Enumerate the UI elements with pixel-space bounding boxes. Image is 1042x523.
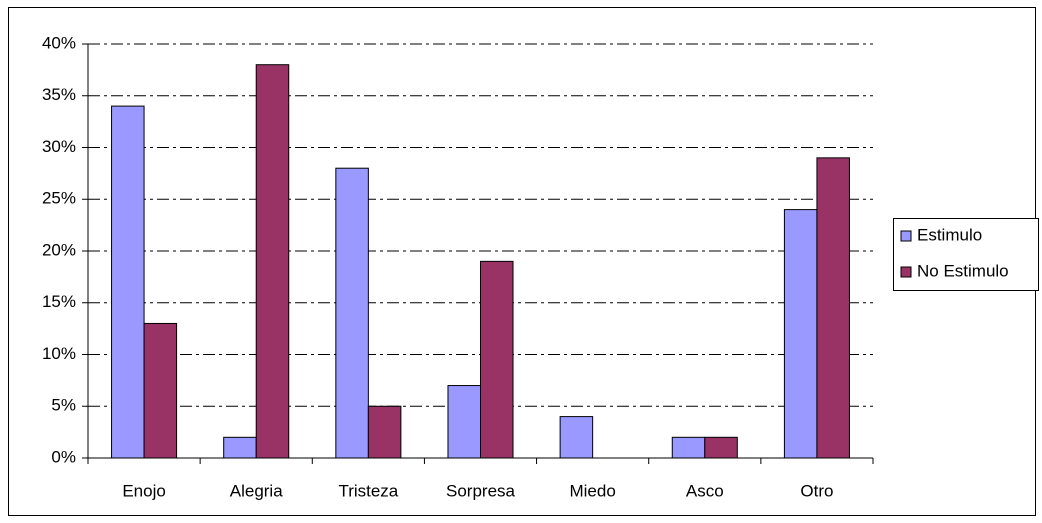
bar [367, 405, 402, 459]
y-tick-label: 5% [51, 396, 76, 415]
bar [143, 322, 178, 459]
bar [480, 260, 514, 459]
x-tick-label: Enojo [122, 481, 165, 500]
bar [704, 436, 738, 459]
x-tick-label: Sorpresa [446, 481, 516, 500]
y-tick-label: 10% [42, 344, 76, 363]
x-tick-label: Asco [686, 481, 724, 500]
y-tick-label: 15% [42, 292, 76, 311]
bar [335, 167, 369, 459]
bar [671, 436, 706, 459]
bar [816, 157, 850, 459]
y-tick-label: 35% [42, 85, 76, 104]
y-tick-label: 0% [51, 447, 76, 466]
y-tick-label: 20% [42, 240, 76, 259]
x-tick-label: Otro [800, 481, 833, 500]
legend-label: No Estimulo [917, 261, 1009, 280]
y-tick-label: 25% [42, 189, 76, 208]
legend-swatch [900, 266, 912, 278]
legend-swatch [900, 230, 912, 242]
bar [255, 64, 290, 459]
legend-box [893, 218, 1039, 291]
y-tick-label: 30% [42, 137, 76, 156]
x-tick-label: Miedo [569, 481, 615, 500]
bar [223, 436, 257, 459]
bar [447, 385, 482, 459]
bar [783, 209, 818, 459]
chart-frame [8, 7, 1036, 516]
x-tick-label: Alegria [230, 481, 283, 500]
x-tick-label: Tristeza [338, 481, 398, 500]
bar [111, 105, 145, 459]
y-tick-label: 40% [42, 33, 76, 52]
legend-label: Estimulo [917, 225, 982, 244]
bar [559, 416, 594, 459]
